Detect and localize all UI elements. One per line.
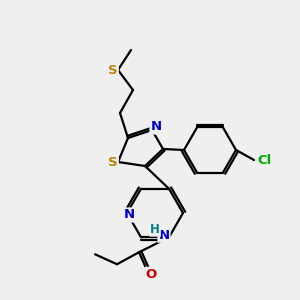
Text: S: S (108, 155, 118, 169)
Text: N: N (158, 229, 169, 242)
Text: N: N (123, 208, 135, 221)
Text: N: N (150, 121, 162, 134)
Text: O: O (146, 268, 157, 281)
Text: S: S (108, 64, 118, 76)
Text: H: H (150, 223, 160, 236)
Text: Cl: Cl (257, 154, 271, 166)
